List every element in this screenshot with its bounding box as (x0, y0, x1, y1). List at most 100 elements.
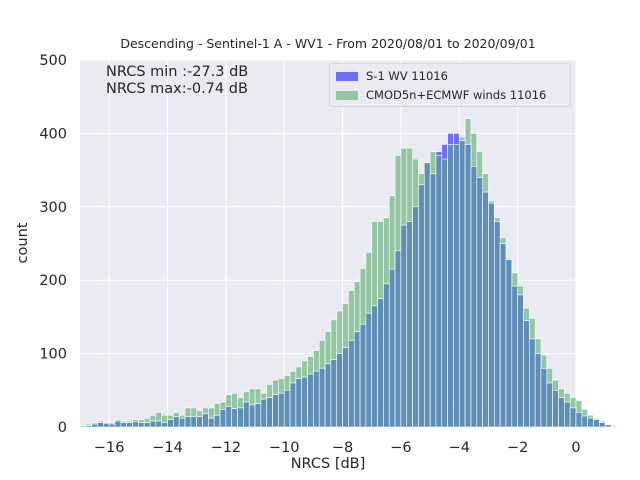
bar-overlap (254, 403, 262, 428)
bar-overlap (167, 419, 174, 428)
bar-overlap (266, 397, 273, 428)
bar-overlap (388, 268, 396, 428)
bar-overlap (184, 416, 192, 428)
y-tick-label: 400 (39, 126, 67, 142)
bar-overlap (394, 250, 402, 428)
bar-overlap (155, 420, 162, 428)
bar-cmod5n (79, 425, 87, 428)
bar-overlap (453, 144, 460, 428)
legend-entry-s1: S-1 WV 11016 (336, 69, 448, 83)
bar-overlap (126, 422, 133, 428)
bar-overlap (383, 283, 390, 428)
bar-overlap (529, 338, 536, 428)
x-tick-label: 0 (571, 440, 580, 456)
bar-overlap (208, 417, 215, 428)
y-tick-label: 200 (39, 273, 67, 289)
bar-overlap (569, 407, 577, 428)
bar-overlap (103, 423, 110, 428)
bar-overlap (120, 422, 127, 428)
bar-overlap (324, 363, 332, 428)
bar-overlap (476, 177, 483, 428)
legend-swatch-s1 (336, 71, 358, 81)
bar-overlap (342, 347, 349, 428)
bar-overlap (161, 422, 168, 428)
nrcs-max-text: NRCS max:-0.74 dB (106, 81, 248, 97)
bar-overlap (517, 294, 524, 428)
bar-overlap (546, 382, 553, 428)
bar-overlap (488, 202, 495, 428)
y-tick-label: 500 (39, 53, 67, 69)
bar-overlap (599, 422, 606, 428)
bar-overlap (581, 415, 588, 428)
bar-overlap (190, 416, 198, 428)
chart-title: Descending - Sentinel-1 A - WV1 - From 2… (120, 36, 536, 51)
bar-overlap (429, 173, 437, 428)
bar-overlap (132, 421, 139, 428)
bar-overlap (108, 423, 116, 428)
bar-overlap (91, 423, 98, 428)
legend: S-1 WV 11016 CMOD5n+ECMWF winds 11016 (329, 63, 571, 107)
x-tick-label: −4 (449, 440, 470, 456)
bar-overlap (243, 401, 250, 428)
bar-overlap (458, 140, 466, 428)
bar-overlap (435, 155, 443, 428)
bar-overlap (307, 373, 314, 428)
x-axis-label: NRCS [dB] (290, 456, 366, 472)
y-tick-label: 300 (39, 200, 67, 216)
bar-overlap (505, 259, 513, 428)
x-tick-label: −10 (269, 440, 300, 456)
bar-overlap (138, 422, 145, 428)
bar-overlap (464, 144, 472, 428)
tick-labels: −16 −14 −12 −10 −8 −6 −4 −2 0 0 100 200 300 400 500 (39, 53, 580, 456)
bar-overlap (587, 417, 594, 428)
bar-overlap (575, 412, 583, 428)
bar-overlap (348, 340, 355, 428)
bar-overlap (231, 408, 238, 428)
bar-overlap (149, 420, 157, 428)
bar-overlap (353, 331, 361, 428)
x-tick-label: −12 (211, 440, 242, 456)
bar-overlap (540, 367, 548, 428)
bar-overlap (359, 323, 367, 428)
bar-overlap (278, 392, 285, 428)
bar-overlap (523, 320, 530, 428)
bar-overlap (318, 367, 326, 428)
bar-overlap (301, 376, 308, 428)
bar-overlap (213, 414, 221, 428)
bar-overlap (482, 191, 489, 428)
bar-overlap (173, 416, 180, 428)
legend-swatch-cmod (336, 90, 358, 100)
bar-overlap (447, 144, 454, 428)
bar-overlap (371, 305, 378, 428)
y-tick-label: 100 (39, 347, 67, 363)
bar-overlap (534, 353, 542, 428)
y-axis-label: count (15, 222, 31, 264)
bar-overlap (283, 389, 291, 428)
bar-overlap (593, 419, 600, 428)
bar-overlap (237, 407, 244, 428)
y-tick-label: 0 (58, 420, 67, 436)
bar-overlap (604, 424, 612, 428)
bar-overlap (114, 420, 122, 428)
bar-overlap (85, 425, 92, 428)
bar-overlap (558, 397, 565, 428)
bar-overlap (178, 417, 186, 428)
bar-overlap (313, 370, 320, 428)
x-tick-label: −16 (94, 440, 125, 456)
x-tick-label: −2 (507, 440, 528, 456)
bar-overlap (97, 422, 104, 428)
bar-overlap (406, 221, 413, 428)
bar-overlap (511, 285, 518, 428)
x-tick-label: −8 (332, 440, 353, 456)
bar-overlap (400, 224, 408, 428)
bar-overlap (143, 422, 151, 428)
bar-overlap (418, 184, 425, 428)
bar-overlap (441, 158, 448, 428)
bar-overlap (225, 406, 233, 428)
bar-overlap (377, 298, 384, 428)
legend-label-s1: S-1 WV 11016 (366, 69, 448, 83)
bar-overlap (330, 359, 338, 428)
bar-overlap (289, 382, 297, 428)
